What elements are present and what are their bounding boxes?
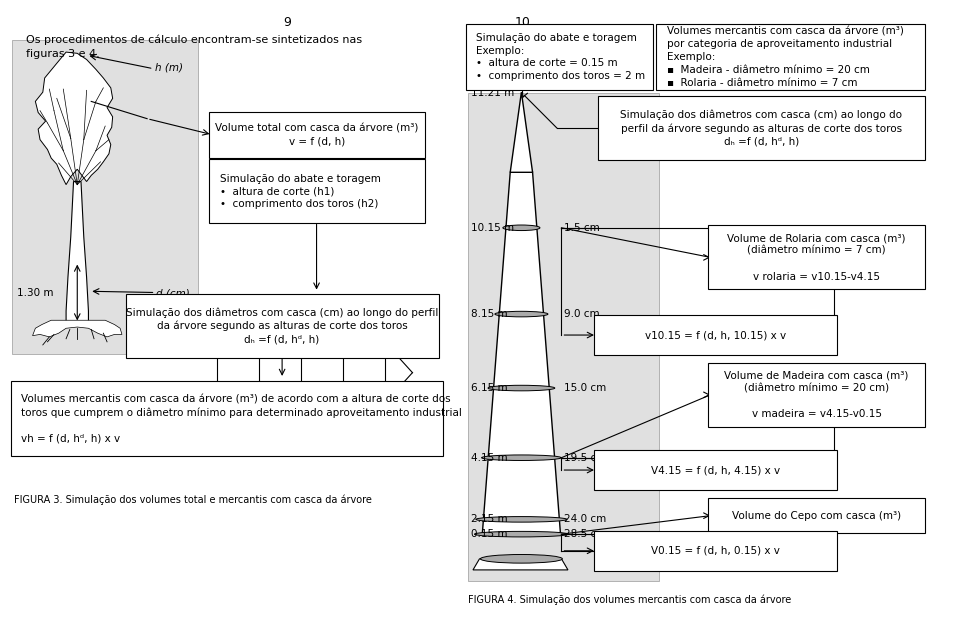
Text: Simulação do abate e toragem
•  altura de corte (h1)
•  comprimento dos toros (h: Simulação do abate e toragem • altura de… — [220, 174, 380, 209]
Text: Simulação dos diâmetros com casca (cm) ao longo do
perfil da árvore segundo as a: Simulação dos diâmetros com casca (cm) a… — [620, 109, 902, 146]
FancyBboxPatch shape — [708, 498, 925, 533]
Text: d (cm): d (cm) — [156, 289, 190, 299]
Text: Os procedimentos de cálculo encontram-se sintetizados nas
figuras 3 e 4.: Os procedimentos de cálculo encontram-se… — [26, 35, 362, 59]
Text: FIGURA 3. Simulação dos volumes total e mercantis com casca da árvore: FIGURA 3. Simulação dos volumes total e … — [14, 494, 372, 505]
Text: Simulação do abate e toragem
Exemplo:
•  altura de corte = 0.15 m
•  comprimento: Simulação do abate e toragem Exemplo: • … — [476, 33, 645, 81]
Ellipse shape — [480, 554, 563, 563]
FancyBboxPatch shape — [657, 24, 925, 90]
Text: 10.15 m: 10.15 m — [471, 223, 515, 233]
Text: 4.15 m: 4.15 m — [471, 453, 508, 463]
Ellipse shape — [474, 531, 568, 537]
Text: h₂: h₂ — [276, 325, 284, 334]
Text: h (m): h (m) — [155, 62, 182, 73]
Text: 10: 10 — [515, 16, 530, 29]
FancyBboxPatch shape — [594, 450, 837, 490]
FancyBboxPatch shape — [708, 225, 925, 289]
Text: 0.15 m: 0.15 m — [471, 529, 508, 539]
Text: FIGURA 4. Simulação dos volumes mercantis com casca da árvore: FIGURA 4. Simulação dos volumes mercanti… — [468, 595, 792, 605]
Text: Volumes mercantis com casca da árvore (m³) de acordo com a altura de corte dos
t: Volumes mercantis com casca da árvore (m… — [21, 394, 463, 443]
FancyBboxPatch shape — [598, 96, 924, 160]
Text: 19.5 cm: 19.5 cm — [564, 453, 607, 463]
Text: Volume de Rolaria com casca (m³)
(diâmetro mínimo = 7 cm)

v rolaria = v10.15-v4: Volume de Rolaria com casca (m³) (diâmet… — [728, 233, 906, 282]
Text: 11.21 m: 11.21 m — [471, 88, 515, 98]
Text: 9: 9 — [283, 16, 291, 29]
Text: h₂: h₂ — [317, 325, 326, 334]
Text: Volumes mercantis com casca da árvore (m³)
por categoria de aproveitamento indus: Volumes mercantis com casca da árvore (m… — [666, 26, 903, 88]
Text: Simulação dos diâmetros com casca (cm) ao longo do perfil
da árvore segundo as a: Simulação dos diâmetros com casca (cm) a… — [126, 307, 439, 344]
FancyBboxPatch shape — [466, 24, 653, 90]
Ellipse shape — [494, 311, 548, 317]
Text: Volume total com casca da árvore (m³)
v = f (d, h): Volume total com casca da árvore (m³) v … — [215, 123, 419, 146]
FancyBboxPatch shape — [12, 40, 199, 354]
FancyBboxPatch shape — [209, 159, 424, 223]
Text: h₂: h₂ — [359, 325, 369, 334]
Polygon shape — [36, 52, 112, 185]
Text: h₂: h₂ — [233, 325, 243, 334]
Ellipse shape — [488, 385, 555, 391]
Text: V4.15 = f (d, h, 4.15) x v: V4.15 = f (d, h, 4.15) x v — [651, 465, 780, 475]
Polygon shape — [482, 172, 561, 534]
Text: 1.5 cm: 1.5 cm — [564, 223, 600, 233]
Text: 1.30 m: 1.30 m — [16, 287, 53, 297]
Ellipse shape — [503, 225, 540, 231]
FancyBboxPatch shape — [12, 381, 444, 456]
Text: v10.15 = f (d, h, 10.15) x v: v10.15 = f (d, h, 10.15) x v — [645, 330, 786, 340]
FancyBboxPatch shape — [594, 531, 837, 570]
FancyBboxPatch shape — [126, 294, 439, 358]
Text: V0.15 = f (d, h, 0.15) x v: V0.15 = f (d, h, 0.15) x v — [651, 545, 780, 556]
Text: 6.15 m: 6.15 m — [471, 383, 508, 393]
Text: 24.0 cm: 24.0 cm — [564, 514, 607, 524]
Text: 9.0 cm: 9.0 cm — [564, 309, 600, 319]
Text: 8.15 m: 8.15 m — [471, 309, 508, 319]
Text: 15.0 cm: 15.0 cm — [564, 383, 607, 393]
Text: Volume de Madeira com casca (m³)
(diâmetro mínimo = 20 cm)

v madeira = v4.15-v0: Volume de Madeira com casca (m³) (diâmet… — [725, 371, 909, 419]
Text: 2.15 m: 2.15 m — [471, 514, 508, 524]
FancyBboxPatch shape — [594, 315, 837, 355]
Polygon shape — [510, 92, 533, 172]
Polygon shape — [33, 320, 122, 337]
FancyBboxPatch shape — [209, 112, 424, 157]
Ellipse shape — [476, 517, 567, 522]
FancyBboxPatch shape — [708, 363, 925, 427]
Ellipse shape — [482, 455, 562, 460]
Text: 28.5 cm: 28.5 cm — [564, 529, 607, 539]
Polygon shape — [473, 559, 568, 570]
Text: h₁: h₁ — [207, 402, 217, 411]
FancyBboxPatch shape — [468, 93, 660, 581]
Polygon shape — [66, 182, 88, 323]
Text: Volume do Cepo com casca (m³): Volume do Cepo com casca (m³) — [732, 511, 901, 521]
